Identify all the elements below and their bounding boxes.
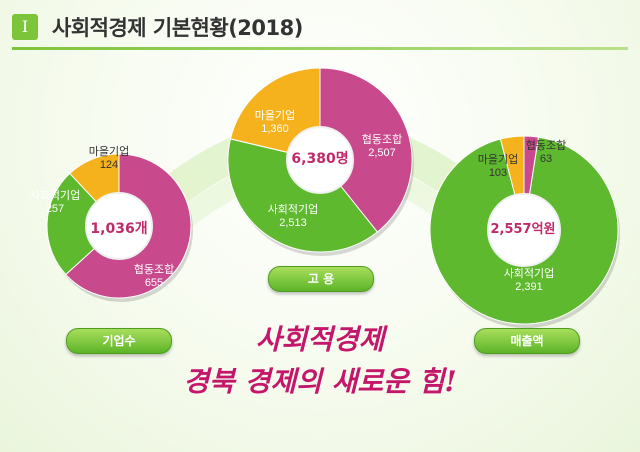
- chart-1-label-social: 사회적기업 257: [29, 190, 81, 215]
- chart-2-label-social: 사회적기업 2,513: [267, 204, 319, 229]
- chart-1-label-coop: 협동조합 655: [133, 264, 175, 289]
- slogan-line-1: 사회적경제: [255, 323, 385, 356]
- pie-center-hole: [286, 126, 354, 194]
- chart-3-center-value: 2,557억원: [490, 222, 556, 237]
- chart-1-center-value: 1,036개: [90, 221, 148, 237]
- chart-1-label-village: 마을기업 124: [88, 146, 130, 171]
- pie-chart-1: [46, 153, 193, 302]
- header: I 사회적경제 기본현황(2018): [0, 0, 640, 52]
- pie-chart-2: [227, 67, 414, 256]
- pie-chart-3: [429, 135, 620, 328]
- pie-center-hole: [487, 193, 561, 267]
- section-badge: I: [12, 14, 38, 40]
- chart-3-label-village: 마을기업 103: [477, 154, 519, 179]
- pill-employment: 고 용: [268, 266, 374, 292]
- pie-slice-2-1: [319, 67, 413, 233]
- slogan-line-2: 경북 경제의 새로운 힘!: [183, 365, 457, 398]
- chart-3-label-social: 사회적기업 2,391: [503, 268, 555, 293]
- chart-3-label-coop: 협동조합 63: [525, 140, 567, 165]
- pie-slice-1-2: [46, 172, 120, 276]
- pill-sales: 매출액: [474, 328, 580, 354]
- pie-center-hole: [85, 192, 153, 260]
- header-divider: [12, 47, 628, 50]
- pie-slice-2-2: [227, 138, 379, 253]
- chart-2-label-coop: 협동조합 2,507: [361, 134, 403, 159]
- pill-companies: 기업수: [66, 328, 172, 354]
- page-title: 사회적경제 기본현황(2018): [52, 16, 303, 40]
- chart-2-label-village: 마을기업 1,360: [254, 110, 296, 135]
- chart-2-center-value: 6,380명: [291, 151, 349, 167]
